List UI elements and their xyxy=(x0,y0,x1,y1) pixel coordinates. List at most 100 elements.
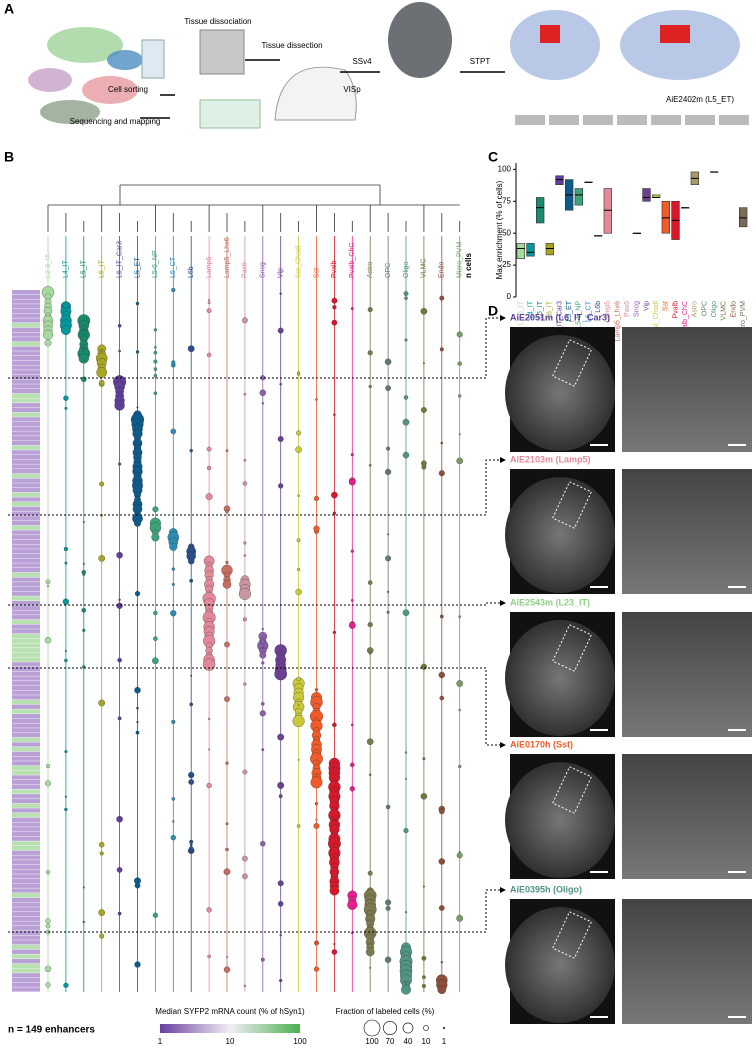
bubble xyxy=(438,671,445,679)
enhancer-row xyxy=(12,737,40,742)
bubble xyxy=(296,567,301,572)
bubble xyxy=(242,769,248,775)
enhancer-row xyxy=(12,365,40,370)
bubble xyxy=(368,773,372,777)
enhancer-row xyxy=(12,492,40,497)
bubble xyxy=(367,622,373,628)
enhancer-row xyxy=(12,440,40,446)
bubble xyxy=(332,305,337,310)
bubble xyxy=(190,674,193,677)
bubble xyxy=(171,567,175,571)
enhancer-row xyxy=(12,520,40,526)
bubble xyxy=(277,733,285,741)
enhancer-row xyxy=(12,959,40,964)
bubble xyxy=(152,912,159,918)
bubble xyxy=(225,761,229,765)
enhancer-row xyxy=(12,586,40,592)
bubble xyxy=(438,905,445,911)
cell-type-label: Pvalb xyxy=(331,260,338,278)
x-tick-label: L5_IT xyxy=(537,300,544,319)
bubble xyxy=(189,578,194,583)
cortex-image xyxy=(622,899,752,1024)
enhancer-row xyxy=(12,407,40,413)
enhancer-row xyxy=(12,563,40,568)
enhancer-row xyxy=(12,290,40,295)
bubble xyxy=(313,525,320,532)
enhancer-row xyxy=(12,662,40,667)
enhancer-row xyxy=(12,549,40,554)
bubble xyxy=(439,295,445,301)
bubble xyxy=(63,546,69,552)
enhancer-row xyxy=(12,643,40,648)
bubble xyxy=(350,599,354,602)
x-tick-label: L2-3_IT xyxy=(518,300,525,325)
enhancer-row xyxy=(12,728,40,733)
enhancer-row xyxy=(12,610,40,615)
row-title: AiE2051m (L6_IT_Car3) xyxy=(510,312,610,322)
enhancer-row xyxy=(12,483,40,488)
bubble xyxy=(171,797,176,801)
roi-box xyxy=(552,481,592,529)
roi-box xyxy=(552,766,592,814)
enhancer-row xyxy=(12,436,40,441)
enhancer-row xyxy=(12,954,40,959)
enhancer-row xyxy=(12,897,40,903)
bubble xyxy=(367,580,373,585)
enhancer-row xyxy=(12,723,40,728)
enhancer-row xyxy=(12,874,40,879)
bubble xyxy=(456,680,464,687)
enhancer-row xyxy=(12,794,40,799)
enhancer-row xyxy=(12,591,40,596)
bubble xyxy=(64,650,67,653)
bubble xyxy=(98,909,106,916)
bubble xyxy=(261,661,265,665)
box xyxy=(535,197,545,224)
bubble xyxy=(438,808,445,815)
enhancer-row xyxy=(12,337,40,342)
x-tick-label: VLMC xyxy=(721,301,728,320)
enhancer-row xyxy=(12,450,40,455)
bubble xyxy=(313,495,320,502)
bubble xyxy=(81,607,87,613)
bubble xyxy=(243,541,247,545)
enhancer-row xyxy=(12,714,40,719)
bubble xyxy=(402,451,410,459)
bubble xyxy=(332,630,337,635)
bubble xyxy=(100,348,104,352)
bubble xyxy=(368,464,372,467)
bubble xyxy=(82,572,86,576)
row-title: AiE0395h (Oligo) xyxy=(510,884,582,894)
bubble xyxy=(331,297,338,304)
bubble xyxy=(279,933,282,937)
enhancer-row xyxy=(12,393,40,398)
bubble xyxy=(368,384,372,389)
enhancer-row xyxy=(12,417,40,422)
bubble xyxy=(333,413,336,417)
bubble xyxy=(46,584,50,588)
enhancer-row xyxy=(12,600,40,606)
bubble xyxy=(421,407,427,413)
bubble xyxy=(189,702,194,707)
enhancer-row xyxy=(12,944,40,950)
enhancer-row xyxy=(12,864,40,870)
cell-type-label: L5-6_NP xyxy=(152,250,159,278)
bubble xyxy=(401,984,411,995)
enhancer-row xyxy=(12,850,40,855)
bubble xyxy=(242,873,248,880)
enhancer-row xyxy=(12,648,40,653)
enhancer-row xyxy=(12,370,40,375)
bubble xyxy=(172,820,175,823)
bubble xyxy=(62,301,70,309)
step-label: Cell sorting xyxy=(108,85,148,94)
enhancer-row xyxy=(12,379,40,384)
cell-type-label: L6_IT_Car3 xyxy=(116,241,123,278)
enhancer-row xyxy=(12,624,40,629)
bubble xyxy=(117,911,122,916)
bubble xyxy=(118,598,121,601)
bubble xyxy=(170,610,177,617)
bubble xyxy=(422,362,425,365)
enhancer-row xyxy=(12,977,40,983)
color-tick: 10 xyxy=(226,1037,235,1046)
enhancer-row xyxy=(12,808,40,813)
bubble xyxy=(296,824,301,828)
